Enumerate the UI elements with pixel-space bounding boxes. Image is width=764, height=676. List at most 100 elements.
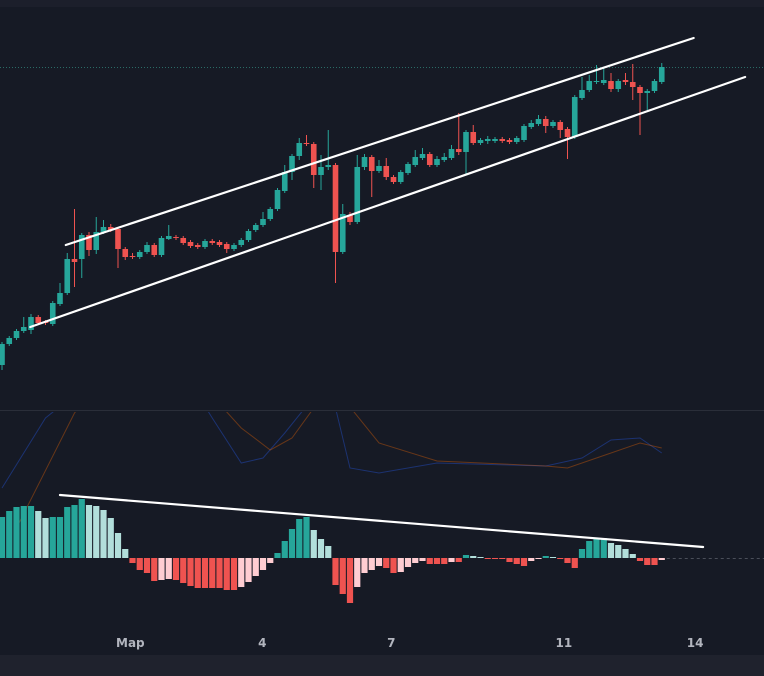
candle (296, 138, 303, 160)
candle-body (637, 87, 643, 93)
candle-body (86, 235, 92, 250)
histogram-bar (557, 558, 564, 559)
histogram-bar (230, 558, 238, 590)
candle-body (586, 81, 593, 90)
candle-body (144, 245, 150, 252)
candle-body (441, 157, 448, 160)
candle-body (390, 177, 397, 182)
candle-body (6, 338, 13, 344)
candle (571, 95, 578, 139)
histogram-bar (180, 558, 187, 583)
candle-body (448, 149, 455, 158)
histogram-bar (375, 558, 383, 566)
candle (383, 158, 390, 180)
histogram-bar (187, 558, 194, 586)
candle (180, 236, 187, 245)
candle-body (231, 245, 237, 249)
candle (455, 113, 462, 155)
candle-body (93, 232, 100, 250)
histogram-bar (506, 558, 513, 562)
bottom-toolbar (0, 655, 764, 676)
candle (310, 142, 317, 188)
candle-body (245, 231, 252, 240)
time-axis[interactable]: Map 4 7 11 14 (116, 636, 703, 650)
candle (368, 155, 375, 197)
price-pane[interactable] (0, 36, 764, 370)
candle-body (318, 167, 324, 175)
candle (223, 242, 230, 253)
candle (332, 163, 339, 283)
histogram-bar (93, 506, 100, 558)
histogram-bar (339, 558, 346, 594)
candle (615, 79, 622, 92)
candle-body (463, 132, 469, 152)
candle (165, 225, 172, 240)
histogram-bar (412, 558, 419, 563)
histogram-bar (491, 558, 499, 559)
histogram-bar (528, 558, 535, 561)
histogram-bar (129, 558, 136, 563)
candle (245, 229, 252, 242)
candle (339, 204, 346, 254)
candle-body (20, 327, 27, 331)
histogram-bar (499, 558, 506, 559)
candle (492, 137, 498, 143)
candle (0, 342, 5, 370)
histogram-bar (122, 549, 129, 558)
histogram-bar (274, 553, 281, 558)
histogram-bar (194, 558, 201, 588)
histogram-bar (586, 541, 593, 558)
candle-body (122, 249, 129, 257)
candle-body (629, 82, 636, 87)
candle (470, 125, 477, 145)
candle (426, 152, 433, 167)
histogram-bar (27, 506, 35, 558)
candle (376, 160, 382, 173)
histogram-bar (658, 558, 665, 560)
candle-body (202, 241, 208, 247)
candle-body (310, 144, 317, 175)
candle (506, 138, 513, 144)
histogram-bar (615, 545, 622, 558)
histogram-bar (629, 554, 636, 558)
x-tick-label: 7 (387, 636, 395, 650)
macd-line (1, 412, 663, 489)
candle (651, 79, 658, 93)
histogram-bar (470, 556, 477, 558)
histogram-bar (462, 555, 470, 558)
histogram-bar (535, 558, 542, 559)
candle (419, 148, 426, 160)
histogram-bar (455, 558, 462, 562)
candle-body (339, 214, 346, 252)
histogram-bar (477, 557, 484, 558)
histogram-bar (281, 541, 288, 558)
histogram-bar (35, 511, 42, 558)
candle-body (158, 238, 165, 255)
chart-canvas[interactable]: Map 4 7 11 14 (0, 0, 764, 655)
histogram-bar (216, 558, 223, 588)
histogram-bar (549, 557, 557, 558)
candle-body (151, 245, 158, 255)
candle (252, 223, 259, 232)
histogram-bar (368, 558, 375, 570)
histogram-bar (259, 558, 267, 570)
candle-body (644, 91, 651, 93)
candle-body (303, 143, 310, 144)
candle-body (535, 119, 542, 124)
candle (71, 209, 78, 287)
histogram-bar (317, 539, 325, 558)
candle-body (194, 245, 201, 247)
histogram-bar (325, 546, 332, 558)
candle-body (521, 126, 527, 140)
histogram-bar (71, 505, 78, 558)
histogram-bar (49, 517, 56, 558)
candle-body (542, 119, 549, 126)
candle-body (347, 215, 353, 222)
candle (136, 250, 143, 259)
candle (608, 73, 614, 92)
histogram-bar (354, 558, 361, 587)
candle-body (550, 122, 556, 126)
macd-pane[interactable] (0, 378, 764, 603)
candle-body (383, 166, 390, 177)
candle (586, 75, 593, 92)
